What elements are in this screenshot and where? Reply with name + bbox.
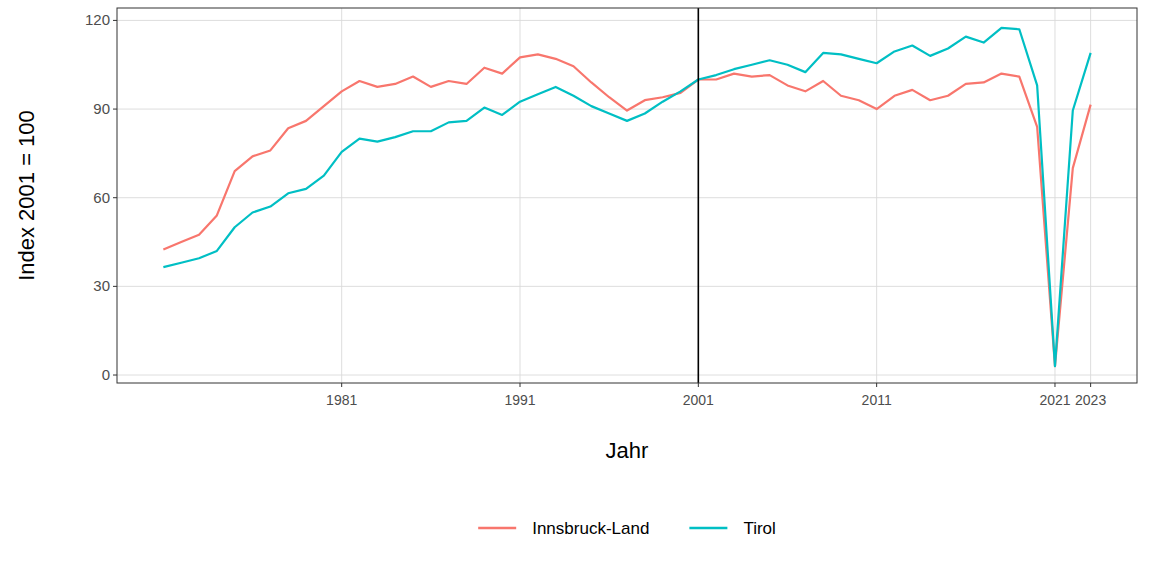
grid-line [520, 8, 521, 383]
grid-line [1054, 8, 1055, 383]
tick-label: 2023 [1075, 392, 1106, 408]
axis-title: Jahr [606, 438, 649, 463]
grid-line [117, 375, 1137, 376]
grid-line [117, 197, 1137, 198]
tick [113, 286, 117, 287]
legend-key [478, 527, 516, 529]
tick [1054, 383, 1055, 387]
grid-line [117, 286, 1137, 287]
tick [113, 109, 117, 110]
grid-line [1090, 8, 1091, 383]
series-line [163, 28, 1090, 366]
tick [341, 383, 342, 387]
tick-label: 1981 [326, 392, 357, 408]
grid-line [698, 8, 699, 383]
legend-key [689, 527, 727, 529]
legend: Innsbruck-Land Tirol [478, 519, 776, 538]
tick-label: 120 [85, 11, 110, 28]
grid-line [117, 20, 1137, 21]
grid-line [341, 8, 342, 383]
panel [117, 8, 1137, 383]
tick [1090, 383, 1091, 387]
chart: 0 30 60 90 120 1981 1991 2001 2011 2021 2023 Jahr In… [0, 0, 1152, 576]
reference-line [698, 8, 700, 383]
panel-border [117, 8, 1137, 383]
tick-label: 2011 [862, 392, 892, 408]
tick [520, 383, 521, 387]
plot-area [163, 8, 1090, 383]
legend-label: Tirol [743, 519, 775, 538]
tick-label: 30 [93, 277, 110, 294]
tick-label: 1991 [504, 392, 535, 408]
tick [698, 383, 699, 387]
tick-label: 90 [93, 100, 110, 117]
tick-label: 60 [93, 189, 110, 206]
tick-label: 2001 [683, 392, 714, 408]
tick [876, 383, 877, 387]
series-line [163, 54, 1090, 366]
axis-title: Index 2001 = 100 [14, 110, 39, 281]
legend-label: Innsbruck-Land [532, 519, 649, 538]
tick-label: 2021 [1039, 392, 1070, 408]
tick [113, 375, 117, 376]
tick-label: 0 [102, 366, 110, 383]
tick [113, 20, 117, 21]
tick [113, 197, 117, 198]
